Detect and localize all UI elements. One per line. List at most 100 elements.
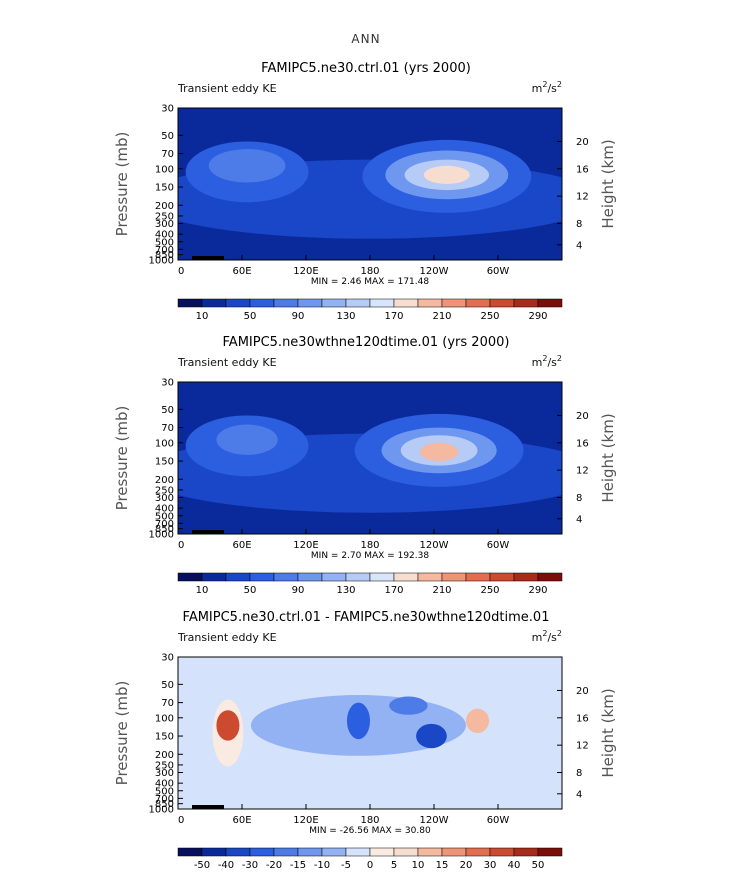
y-tick-label: 850	[155, 799, 174, 810]
y-tick-label: 200	[155, 201, 174, 212]
contour-field	[178, 413, 562, 534]
colorbar-swatch	[201, 298, 227, 308]
y-tick-label: 200	[155, 475, 174, 486]
x-tick-label: 180	[360, 540, 379, 551]
y-right-tick-label: 8	[576, 219, 582, 230]
colorbar-label: 90	[292, 585, 305, 596]
y-tick-label: 30	[161, 104, 174, 115]
contour-region	[466, 708, 490, 734]
contour-region	[346, 702, 371, 740]
y-tick-label: 1000	[149, 530, 174, 541]
y-right-tick-label: 12	[576, 192, 589, 203]
variable-label: Transient eddy KE	[177, 631, 277, 644]
y-tick-label: 250	[155, 211, 174, 222]
x-tick-label: 60E	[232, 266, 251, 277]
colorbar-label: -20	[266, 860, 282, 871]
y-right-tick-label: 20	[576, 686, 589, 697]
y-tick-label: 300	[155, 768, 174, 779]
chart-title: FAMIPC5.ne30.ctrl.01 (yrs 2000)	[261, 61, 471, 76]
colorbar-label: 10	[412, 860, 425, 871]
y-tick-label: 700	[155, 794, 174, 805]
colorbar-swatch	[177, 298, 203, 308]
colorbar-swatch	[489, 298, 515, 308]
colorbar-swatch	[417, 847, 443, 857]
colorbar-label: 40	[508, 860, 521, 871]
y-right-tick-label: 12	[576, 466, 589, 477]
colorbar-label: 50	[244, 585, 257, 596]
y-right-tick-label: 16	[576, 164, 589, 175]
colorbar-swatch	[201, 572, 227, 582]
colorbar-swatch	[297, 298, 323, 308]
x-tick-label: 60W	[487, 815, 510, 826]
colorbar-label: 30	[484, 860, 497, 871]
terrain-mask	[192, 530, 224, 534]
colorbar-label: 5	[391, 860, 397, 871]
colorbar-swatch	[537, 298, 563, 308]
contour-field	[178, 139, 562, 260]
variable-label: Transient eddy KE	[177, 356, 277, 369]
colorbar-label: 15	[436, 860, 449, 871]
colorbar-label: -15	[290, 860, 306, 871]
y-tick-label: 400	[155, 230, 174, 241]
y-tick-label: 850	[155, 524, 174, 535]
y-tick-label: 70	[161, 149, 174, 160]
x-tick-label: 0	[178, 540, 184, 551]
contour-region	[419, 442, 459, 462]
y-axis-label: Pressure (mb)	[113, 681, 131, 786]
colorbar-label: 0	[367, 860, 373, 871]
panel-1: FAMIPC5.ne30.ctrl.01 (yrs 2000) Transient…	[113, 61, 617, 322]
x-tick-label: 120W	[420, 266, 449, 277]
contour-region	[208, 149, 286, 183]
x-tick-label: 0	[178, 815, 184, 826]
colorbar-swatch	[273, 298, 299, 308]
y-tick-label: 70	[161, 423, 174, 434]
colorbar-swatch	[273, 847, 299, 857]
units-label: m2/s2	[532, 629, 562, 644]
colorbar-label: -5	[341, 860, 351, 871]
colorbar-label: -10	[314, 860, 330, 871]
y-tick-label: 30	[161, 378, 174, 389]
colorbar-label: 250	[480, 311, 499, 322]
colorbar-swatch	[225, 298, 251, 308]
colorbar-swatch	[489, 847, 515, 857]
y-right-tick-label: 16	[576, 713, 589, 724]
colorbar-swatch	[465, 572, 491, 582]
colorbar-label: -40	[218, 860, 234, 871]
colorbar-swatch	[177, 847, 203, 857]
colorbar-swatch	[369, 847, 395, 857]
y-right-tick-label: 12	[576, 741, 589, 752]
y-tick-label: 700	[155, 519, 174, 530]
colorbar-swatch	[249, 298, 275, 308]
colorbar-swatch	[393, 298, 419, 308]
y-right-tick-label: 4	[576, 514, 582, 525]
x-tick-label: 180	[360, 266, 379, 277]
chart-title: FAMIPC5.ne30wthne120dtime.01 (yrs 2000)	[223, 335, 510, 350]
y-tick-label: 70	[161, 698, 174, 709]
y-tick-label: 150	[155, 732, 174, 743]
colorbar-swatch	[321, 572, 347, 582]
figure-suptitle: ANN	[351, 32, 380, 46]
y-right-tick-label: 20	[576, 411, 589, 422]
y-tick-label: 300	[155, 219, 174, 230]
colorbar-label: 50	[244, 311, 257, 322]
x-tick-label: 120E	[293, 815, 318, 826]
y-tick-label: 100	[155, 713, 174, 724]
x-tick-label: 120W	[420, 540, 449, 551]
contour-region	[216, 424, 278, 455]
units-label: m2/s2	[532, 80, 562, 95]
contour-region	[416, 723, 447, 749]
colorbar-swatch	[537, 847, 563, 857]
colorbar-label: 290	[528, 585, 547, 596]
y-right-tick-label: 20	[576, 137, 589, 148]
colorbar-swatch	[201, 847, 227, 857]
x-tick-label: 60E	[232, 815, 251, 826]
x-tick-label: 120E	[293, 266, 318, 277]
x-tick-label: 60W	[487, 266, 510, 277]
colorbar-label: 130	[336, 311, 355, 322]
colorbar-swatch	[417, 572, 443, 582]
colorbar-label: 10	[196, 585, 209, 596]
colorbar-swatch	[465, 298, 491, 308]
y-tick-label: 150	[155, 183, 174, 194]
units-label: m2/s2	[532, 354, 562, 369]
colorbar-swatch	[441, 298, 467, 308]
